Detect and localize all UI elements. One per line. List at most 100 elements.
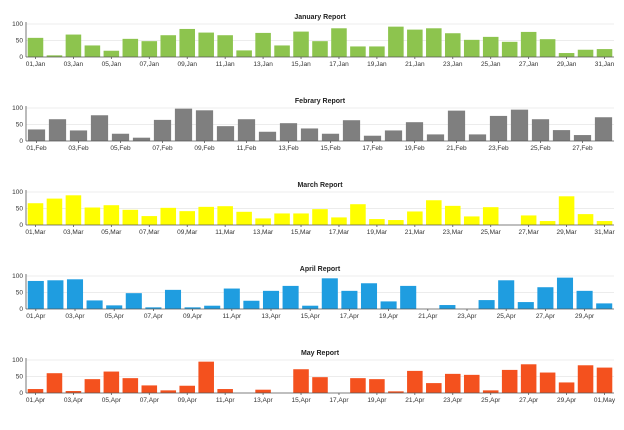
x-tick-label: 09,Apr xyxy=(178,397,198,404)
x-tick-label: 29,Mar xyxy=(556,229,577,236)
bar xyxy=(153,119,172,141)
x-tick-label: 05,Apr xyxy=(102,397,122,404)
bar xyxy=(520,31,537,57)
bar xyxy=(556,277,574,309)
bar xyxy=(426,134,445,141)
bar xyxy=(274,45,290,57)
x-tick-label: 03,Apr xyxy=(64,397,84,404)
chart-april-report: April Report 0 50 100 01,Apr 03,Apr 05,Apr 07,A… xyxy=(12,266,614,320)
bar xyxy=(531,119,550,141)
bar xyxy=(468,134,487,141)
bar xyxy=(594,117,613,141)
x-tick-label: 07,Apr xyxy=(144,313,164,320)
x-tick-label: 27,Apr xyxy=(519,397,539,404)
bar xyxy=(537,287,554,309)
bar xyxy=(236,50,252,57)
bar xyxy=(369,379,385,393)
x-tick-label: 29,Jan xyxy=(557,61,577,68)
bar xyxy=(501,41,518,57)
bar xyxy=(577,49,594,57)
bar xyxy=(103,205,120,225)
bar xyxy=(463,374,480,393)
bar xyxy=(369,219,385,225)
x-tick-label: 19,Mar xyxy=(367,229,388,236)
x-tick-label: 21,Mar xyxy=(405,229,426,236)
bar xyxy=(300,128,319,141)
bar xyxy=(439,305,456,309)
bar xyxy=(255,389,271,393)
chart-title: April Report xyxy=(300,266,341,273)
bar xyxy=(86,300,103,309)
x-tick-label: 19,Apr xyxy=(379,313,399,320)
x-tick-label: 31,Mar xyxy=(594,229,615,236)
bar xyxy=(539,39,556,57)
bar xyxy=(217,389,233,393)
x-tick-label: 23,Mar xyxy=(443,229,464,236)
bar xyxy=(331,217,347,225)
x-tick-label: 05,Mar xyxy=(101,229,122,236)
y-tick-label: 100 xyxy=(12,189,23,196)
x-tick-label: 07,Jan xyxy=(140,61,160,68)
bar xyxy=(596,367,613,393)
bar xyxy=(489,115,508,141)
y-tick-label: 0 xyxy=(19,390,23,397)
x-tick-label: 03,Mar xyxy=(63,229,84,236)
y-tick-label: 50 xyxy=(16,290,24,297)
bar xyxy=(482,390,499,393)
bar xyxy=(204,305,221,309)
x-tick-label: 29,Apr xyxy=(557,397,577,404)
bar xyxy=(111,133,130,141)
chart-febrary-report: Febrary Report 0 50 100 01,Feb 03,Feb 05,Feb 07… xyxy=(12,98,614,152)
x-tick-label: 13,Apr xyxy=(261,313,281,320)
bar xyxy=(65,34,82,57)
bar xyxy=(596,49,613,57)
bar xyxy=(274,213,290,225)
x-tick-label: 23,Apr xyxy=(443,397,463,404)
x-tick-label: 11,Feb xyxy=(237,145,257,152)
x-tick-label: 27,Mar xyxy=(519,229,540,236)
chart-may-report: May Report 0 50 100 01,Apr 03,Apr 05,Apr 07,Apr… xyxy=(12,350,616,404)
chart-january-report: January Report 0 50 100 01,Jan 03,Jan 05,Jan 07… xyxy=(12,14,615,68)
x-tick-label: 27,Feb xyxy=(572,145,593,152)
bar xyxy=(103,371,120,393)
bar xyxy=(558,382,575,393)
y-tick-label: 50 xyxy=(16,38,24,45)
bar xyxy=(321,133,340,141)
y-tick-label: 100 xyxy=(12,273,23,280)
x-tick-label: 03,Jan xyxy=(64,61,84,68)
bar xyxy=(482,207,499,225)
x-tick-label: 19,Jan xyxy=(367,61,387,68)
bar xyxy=(444,373,461,393)
bar xyxy=(262,290,280,309)
x-tick-label: 11,Apr xyxy=(216,397,236,404)
bar xyxy=(106,305,123,309)
bar xyxy=(447,110,466,141)
x-tick-label: 13,Mar xyxy=(253,229,274,236)
bar xyxy=(179,385,196,393)
y-tick-label: 100 xyxy=(12,357,23,364)
bar xyxy=(384,130,403,141)
bar xyxy=(463,216,480,225)
x-tick-label: 19,Feb xyxy=(404,145,425,152)
bar xyxy=(27,389,44,393)
bar xyxy=(426,28,442,57)
bar xyxy=(341,290,358,309)
bar xyxy=(388,26,404,57)
x-tick-label: 25,Feb xyxy=(530,145,551,152)
bar xyxy=(84,45,101,57)
bar xyxy=(558,53,575,57)
bar xyxy=(293,369,309,393)
x-tick-label: 17,Apr xyxy=(340,313,360,320)
bar xyxy=(141,385,158,393)
bar xyxy=(517,302,534,309)
bar xyxy=(321,278,338,309)
bar xyxy=(122,378,139,393)
bar xyxy=(141,41,158,57)
bar xyxy=(223,288,240,309)
chart-title: January Report xyxy=(294,14,346,21)
bar xyxy=(90,115,109,141)
bar xyxy=(444,33,461,57)
x-tick-label: 25,Apr xyxy=(481,397,501,404)
bar xyxy=(510,109,529,141)
bar xyxy=(47,280,64,309)
